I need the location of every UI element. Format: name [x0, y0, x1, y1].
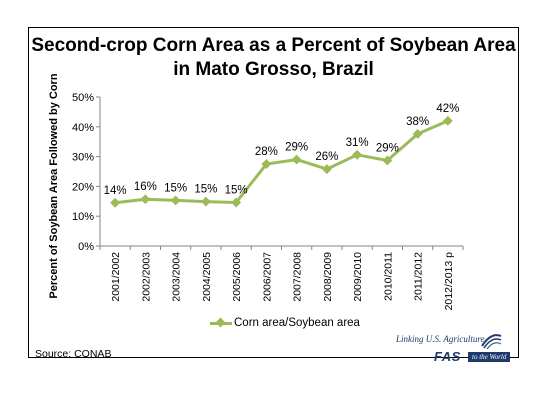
data-point — [442, 115, 453, 126]
data-point — [110, 197, 121, 208]
x-tick-label: 2006/2007 — [261, 252, 273, 302]
data-label: 28% — [255, 146, 278, 158]
data-point — [170, 195, 181, 206]
data-point — [200, 196, 211, 207]
globe-icon — [481, 334, 502, 350]
logo-world: to the World — [468, 352, 511, 362]
x-tick-label: 2001/2002 — [110, 252, 122, 302]
data-point — [412, 129, 423, 139]
data-label: 14% — [104, 185, 127, 197]
x-tick-label: 2005/2006 — [231, 252, 243, 302]
legend-series-label: Corn area/Soybean area — [234, 317, 360, 329]
data-label: 38% — [406, 116, 429, 128]
source-note: Source: CONAB — [35, 348, 112, 360]
y-tick-label: 10% — [72, 211, 94, 223]
logo-brand: FAS — [434, 349, 461, 364]
series-line — [114, 119, 449, 205]
chart-title: Second-crop Corn Area as a Percent of So… — [31, 35, 516, 80]
x-tick-label: 2002/2003 — [140, 252, 152, 302]
data-label: 29% — [376, 142, 399, 154]
y-tick-label: 20% — [72, 181, 94, 193]
data-label: 31% — [346, 137, 369, 149]
data-point — [321, 164, 332, 175]
logo-tagline: Linking U.S. Agriculture — [396, 334, 485, 344]
y-tick-label: 50% — [72, 92, 94, 104]
data-label: 15% — [164, 182, 187, 194]
data-point — [382, 155, 393, 166]
y-tick-label: 40% — [72, 122, 94, 134]
data-label: 15% — [194, 184, 217, 196]
x-tick-label: 2010/2011 — [382, 252, 394, 301]
data-label: 15% — [225, 184, 248, 196]
legend: Corn area/Soybean area — [210, 317, 360, 329]
data-point — [291, 154, 302, 165]
data-label: 42% — [436, 103, 459, 115]
data-point — [140, 194, 151, 205]
data-point — [352, 149, 363, 160]
x-tick-label: 2004/2005 — [201, 252, 213, 302]
y-tick-label: 30% — [72, 152, 94, 164]
legend-series-marker — [210, 318, 232, 328]
x-tick-label: 2011/2012 — [413, 252, 425, 301]
x-tick-label: 2008/2009 — [322, 252, 334, 302]
data-point — [231, 197, 242, 208]
x-tick-label: 2009/2010 — [352, 252, 364, 302]
data-label: 29% — [285, 142, 308, 154]
x-tick-label: 2012/2013 p — [443, 252, 455, 311]
fas-logo: Linking U.S. Agriculture FAS to the Worl… — [396, 330, 516, 370]
y-tick-label: 0% — [78, 241, 94, 253]
data-label: 16% — [134, 181, 157, 193]
data-label: 26% — [315, 151, 338, 163]
x-tick-label: 2003/2004 — [171, 252, 183, 302]
x-tick-label: 2007/2008 — [292, 252, 304, 302]
data-point — [261, 159, 272, 169]
chart-frame — [28, 27, 519, 358]
